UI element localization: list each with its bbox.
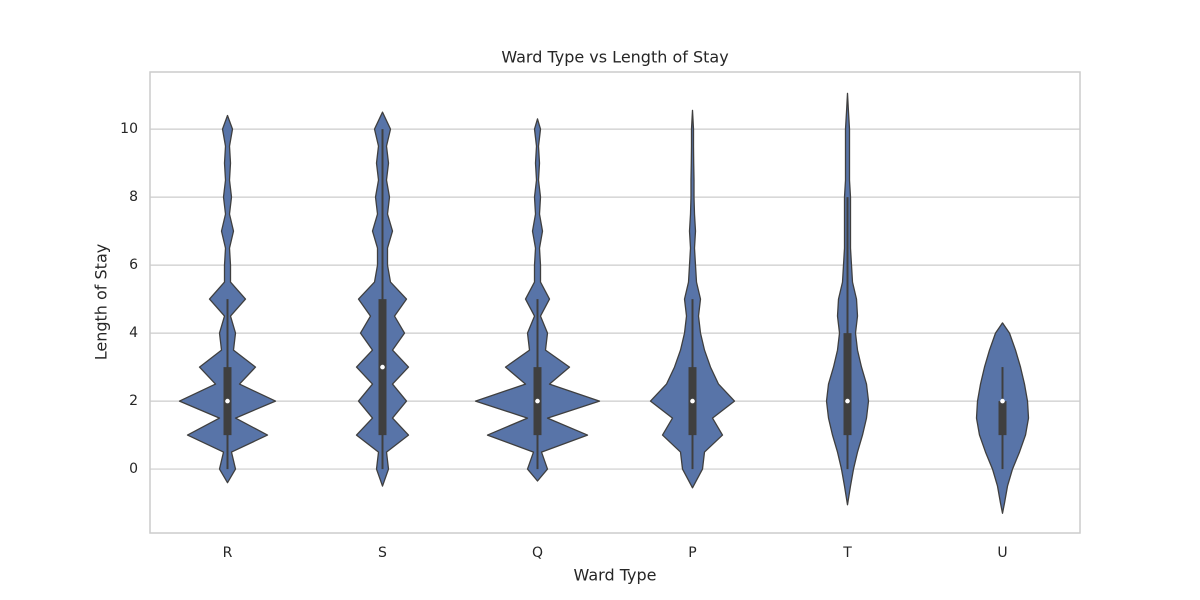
- median: [845, 398, 850, 404]
- x-axis-label: Ward Type: [574, 566, 657, 585]
- median: [225, 398, 230, 404]
- chart-title: Ward Type vs Length of Stay: [501, 48, 728, 67]
- x-tick-label: Q: [532, 545, 543, 561]
- y-tick-label: 4: [129, 325, 138, 341]
- median: [690, 398, 695, 404]
- median: [535, 398, 540, 404]
- x-tick-label: T: [842, 545, 852, 561]
- y-axis-label: Length of Stay: [92, 244, 111, 360]
- y-tick-label: 8: [129, 189, 138, 205]
- median: [1000, 398, 1005, 404]
- x-tick-label: P: [688, 545, 696, 561]
- x-tick-label: U: [997, 545, 1007, 561]
- y-tick-label: 2: [129, 393, 138, 409]
- x-tick-label: S: [378, 545, 387, 561]
- median: [380, 364, 385, 370]
- y-tick-label: 10: [120, 121, 138, 137]
- y-tick-label: 0: [129, 461, 138, 477]
- plot-frame: [149, 71, 1081, 534]
- x-tick-label: R: [223, 545, 233, 561]
- y-tick-label: 6: [129, 257, 138, 273]
- violin-body: [178, 114, 277, 484]
